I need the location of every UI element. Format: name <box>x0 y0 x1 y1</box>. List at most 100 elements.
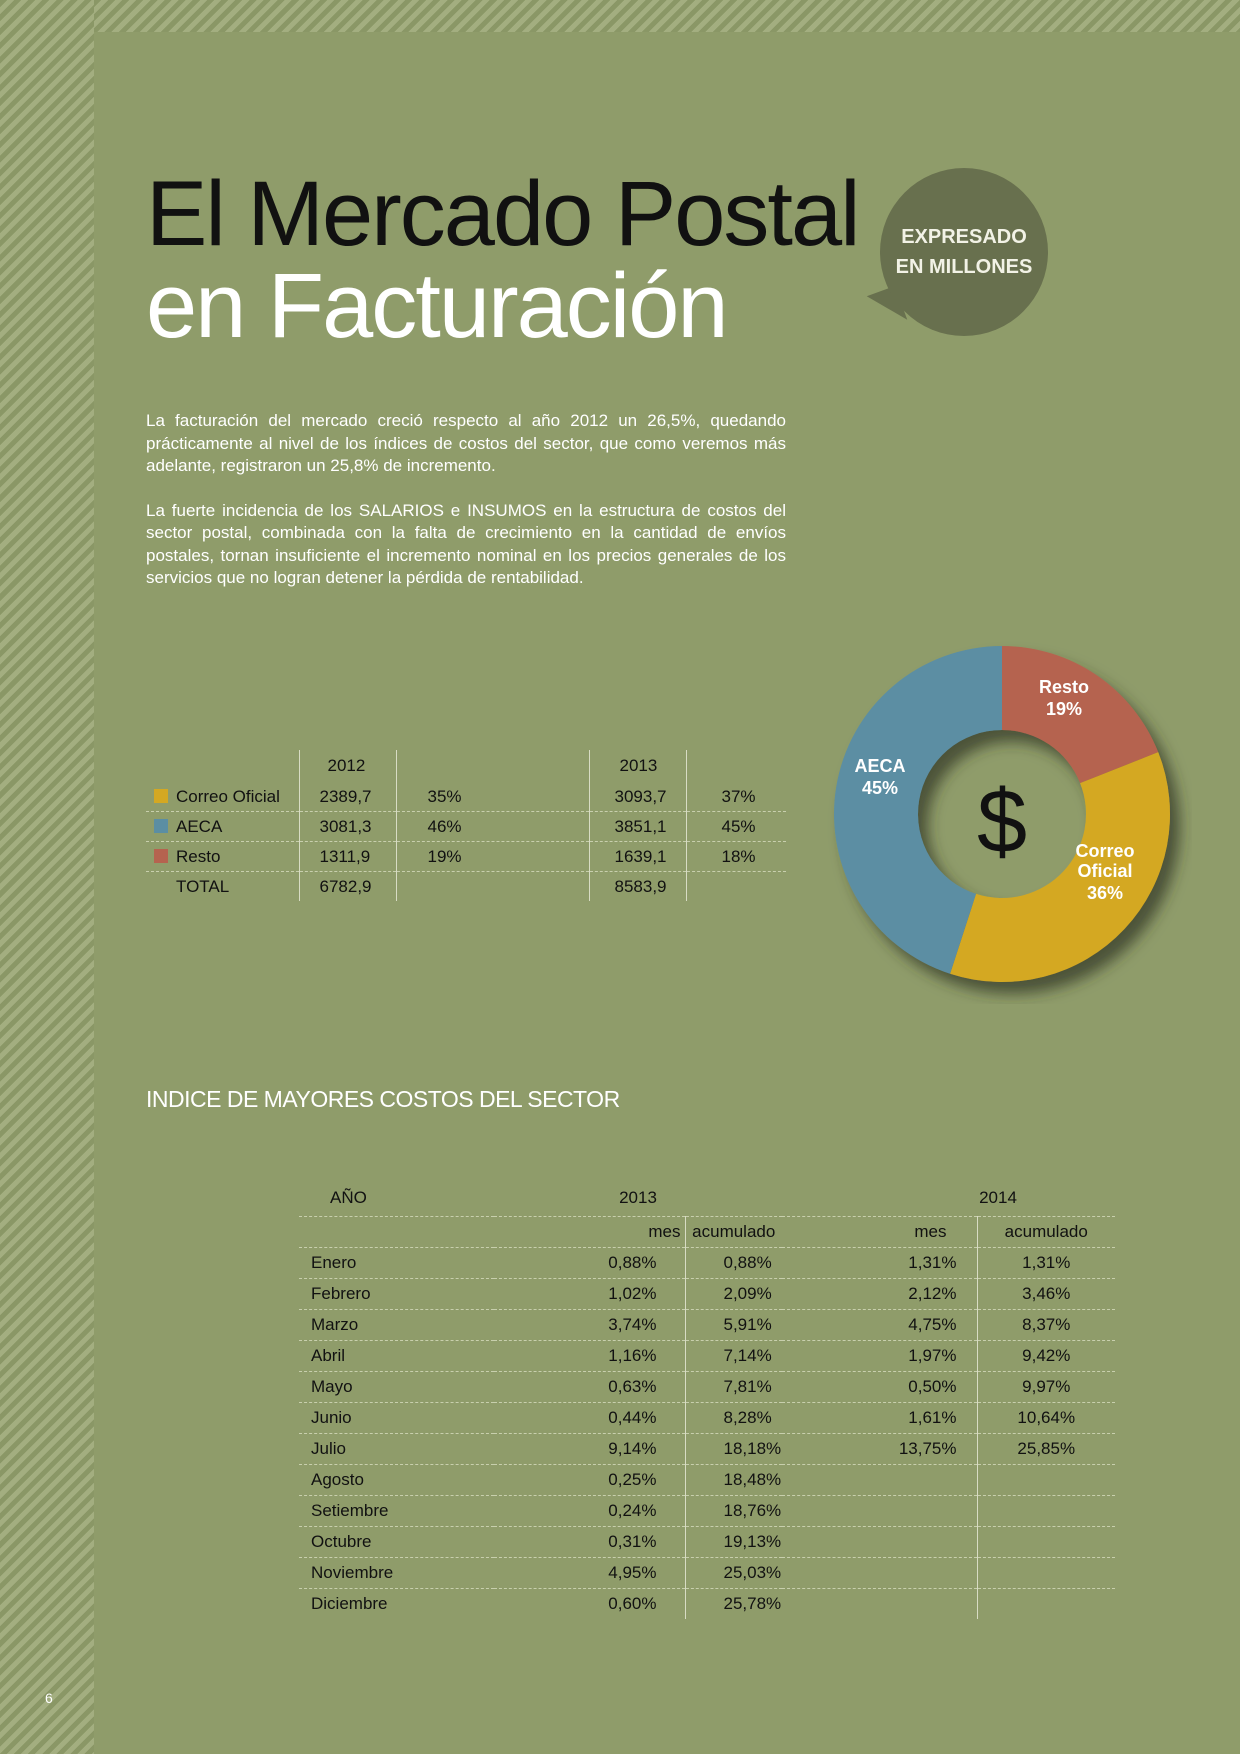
title-line-1: El Mercado Postal <box>146 163 861 265</box>
mes-2014-cell <box>782 1588 978 1619</box>
total-2012: 6782,9 <box>299 871 397 901</box>
mes-2013-cell: 4,95% <box>494 1557 686 1589</box>
legend-swatch-correo <box>154 788 168 803</box>
total-label: TOTAL <box>146 871 300 901</box>
month-cell: Octubre <box>299 1526 494 1558</box>
month-cell: Enero <box>299 1247 494 1279</box>
table-row: Julio 9,14% 18,18% 13,75% 25,85% <box>299 1433 1115 1465</box>
donut-slice-resto <box>1002 646 1159 784</box>
table-row: Octubre 0,31% 19,13% <box>299 1526 1115 1558</box>
mes-2014-cell: 4,75% <box>782 1309 978 1341</box>
pct-2013: 37% <box>686 782 786 812</box>
year-2014-header: 2014 <box>782 1180 1115 1217</box>
value-2012: 1311,9 <box>299 841 397 872</box>
speech-bubble: EXPRESADO EN MILLONES <box>880 168 1048 336</box>
table-row: Correo Oficial 2389,7 35% 3093,7 37% <box>146 782 786 812</box>
donut-chart: $ Resto 19% Correo Oficial 36% AECA 45% <box>812 624 1192 1004</box>
intro-text: La facturación del mercado creció respec… <box>146 410 786 612</box>
decorative-stripe-top <box>94 0 1240 32</box>
year-2013-header: 2013 <box>494 1180 782 1217</box>
facturacion-header-row: 2012 2013 <box>146 750 786 782</box>
pct-2012: 35% <box>396 782 590 812</box>
acumulado-2014-cell <box>977 1589 1115 1620</box>
acumulado-2014-cell: 8,37% <box>977 1309 1115 1341</box>
mes-2013-cell: 0,25% <box>494 1464 686 1496</box>
mes-2014-cell <box>782 1495 978 1527</box>
mes-2013-cell: 0,88% <box>494 1247 686 1279</box>
mes-2014-cell: 1,31% <box>782 1247 978 1279</box>
bubble-line-1: EXPRESADO <box>901 226 1027 248</box>
table-row: Febrero 1,02% 2,09% 2,12% 3,46% <box>299 1278 1115 1310</box>
mes-2013-cell: 9,14% <box>494 1433 686 1465</box>
month-cell: Julio <box>299 1433 494 1465</box>
mes-2013-cell: 1,02% <box>494 1278 686 1310</box>
acumulado-2013-cell: 18,18% <box>685 1433 782 1465</box>
mes-2013-cell: 3,74% <box>494 1309 686 1341</box>
value-2013: 1639,1 <box>589 841 687 872</box>
table-row: Setiembre 0,24% 18,76% <box>299 1495 1115 1527</box>
acumulado-2014-cell: 10,64% <box>977 1402 1115 1434</box>
slice-label-resto: Resto <box>1039 677 1089 697</box>
acumulado-2014-cell: 9,97% <box>977 1371 1115 1403</box>
mes-2013-cell: 0,60% <box>494 1588 686 1619</box>
slice-label-correo-1: Correo <box>1075 841 1134 861</box>
slice-pct-correo: 36% <box>1087 883 1123 903</box>
intro-paragraph-1: La facturación del mercado creció respec… <box>146 411 786 475</box>
page-title: El Mercado Postal en Facturación <box>146 163 861 352</box>
mes-2013-cell: 0,63% <box>494 1371 686 1403</box>
acumulado-2013-cell: 25,78% <box>723 1594 782 1613</box>
acumulado-2014-cell <box>977 1464 1115 1496</box>
acumulado-2014-cell: 1,31% <box>977 1247 1115 1279</box>
legend-swatch-resto <box>154 848 168 863</box>
value-2012: 2389,7 <box>299 782 397 812</box>
facturacion-table: 2012 2013 Correo Oficial 2389,7 35% 3093… <box>146 750 786 901</box>
acumulado-2013-cell: 19,13% <box>685 1526 782 1558</box>
year-2012-header: 2012 <box>299 750 397 782</box>
acumulado-2013-cell: 25,03% <box>685 1557 782 1589</box>
section-heading: INDICE DE MAYORES COSTOS DEL SECTOR <box>146 1086 620 1112</box>
slice-pct-aeca: 45% <box>862 778 898 798</box>
value-2013: 3093,7 <box>589 782 687 812</box>
decorative-stripe-left <box>0 0 94 1754</box>
table-row: Junio 0,44% 8,28% 1,61% 10,64% <box>299 1402 1115 1434</box>
acumulado-2014-cell <box>977 1495 1115 1527</box>
month-cell: Abril <box>299 1340 494 1372</box>
costos-sub-header-row: mes acumulado mes acumulado <box>299 1216 1115 1248</box>
total-row: TOTAL 6782,9 8583,9 <box>146 871 786 901</box>
dollar-icon: $ <box>977 772 1027 872</box>
donut-slice-aeca <box>834 646 1002 974</box>
donut-chart-svg: $ Resto 19% Correo Oficial 36% AECA 45% <box>834 646 1170 982</box>
pct-2013: 45% <box>686 811 786 842</box>
acumulado-2013-cell: 7,14% <box>685 1340 782 1372</box>
mes-2013-cell: 0,31% <box>494 1526 686 1558</box>
total-2013: 8583,9 <box>589 871 687 901</box>
donut-slice-correo-oficial <box>950 752 1170 982</box>
mes-2014-cell: 0,50% <box>782 1371 978 1403</box>
slice-pct-resto: 19% <box>1046 699 1082 719</box>
acumulado-2014-cell <box>977 1526 1115 1558</box>
mes-2014-cell: 1,61% <box>782 1402 978 1434</box>
table-row: Abril 1,16% 7,14% 1,97% 9,42% <box>299 1340 1115 1372</box>
value-2013: 3851,1 <box>589 811 687 842</box>
acumulado-2014-cell <box>977 1557 1115 1589</box>
table-row: AECA 3081,3 46% 3851,1 45% <box>146 811 786 842</box>
mes-2013-header: mes <box>494 1216 686 1248</box>
mes-2013-cell: 0,44% <box>494 1402 686 1434</box>
pct-2012: 46% <box>396 811 590 842</box>
table-row: Mayo 0,63% 7,81% 0,50% 9,97% <box>299 1371 1115 1403</box>
acumulado-2014-cell: 25,85% <box>977 1433 1115 1465</box>
table-row: Diciembre 0,60% 25,78% <box>299 1588 1115 1620</box>
row-label: Resto <box>176 846 221 866</box>
costos-year-row: AÑO 2013 2014 <box>299 1180 1115 1217</box>
mes-2014-cell: 1,97% <box>782 1340 978 1372</box>
anio-header: AÑO <box>299 1180 494 1217</box>
month-cell: Marzo <box>299 1309 494 1341</box>
mes-2014-cell: 2,12% <box>782 1278 978 1310</box>
month-cell: Junio <box>299 1402 494 1434</box>
mes-2013-cell: 0,24% <box>494 1495 686 1527</box>
value-2012: 3081,3 <box>299 811 397 842</box>
acumulado-2013-cell: 0,88% <box>685 1247 782 1279</box>
slice-label-correo-2: Oficial <box>1077 861 1132 881</box>
mes-2014-header: mes <box>782 1216 978 1248</box>
acumulado-2014-cell: 9,42% <box>977 1340 1115 1372</box>
